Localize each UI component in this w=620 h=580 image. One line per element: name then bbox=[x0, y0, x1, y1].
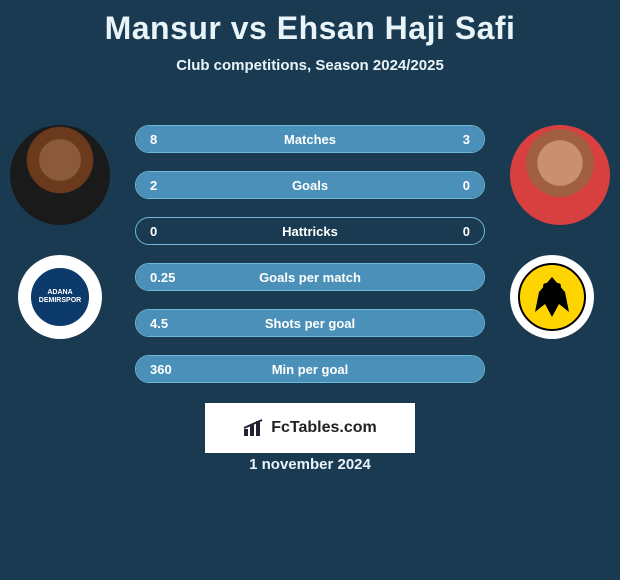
stat-label: Goals per match bbox=[136, 270, 484, 285]
footer-date: 1 november 2024 bbox=[0, 456, 620, 473]
stat-label: Shots per goal bbox=[136, 316, 484, 331]
stat-right-value: 3 bbox=[463, 132, 470, 147]
player-left-photo bbox=[10, 125, 110, 225]
stat-row-shots-per-goal: 4.5 Shots per goal bbox=[135, 309, 485, 337]
club-badge-right bbox=[517, 262, 587, 332]
stats-container: 8 Matches 3 2 Goals 0 0 Hattricks 0 0.25… bbox=[135, 125, 485, 401]
page-title: Mansur vs Ehsan Haji Safi bbox=[0, 0, 620, 47]
player-left-avatar bbox=[10, 125, 110, 225]
stat-row-min-per-goal: 360 Min per goal bbox=[135, 355, 485, 383]
stat-label: Matches bbox=[136, 132, 484, 147]
club-badge-left: ADANA DEMIRSPOR bbox=[28, 265, 92, 329]
stat-label: Min per goal bbox=[136, 362, 484, 377]
stat-row-goals-per-match: 0.25 Goals per match bbox=[135, 263, 485, 291]
aek-eagle-icon bbox=[517, 262, 587, 332]
stat-label: Goals bbox=[136, 178, 484, 193]
stat-row-goals: 2 Goals 0 bbox=[135, 171, 485, 199]
brand-badge: FcTables.com bbox=[205, 403, 415, 453]
brand-logo-icon bbox=[243, 419, 265, 437]
page-subtitle: Club competitions, Season 2024/2025 bbox=[0, 57, 620, 74]
stat-right-value: 0 bbox=[463, 178, 470, 193]
player-right-avatar bbox=[510, 125, 610, 225]
stat-right-value: 0 bbox=[463, 224, 470, 239]
brand-text: FcTables.com bbox=[271, 419, 377, 437]
player-left-club-logo: ADANA DEMIRSPOR bbox=[18, 255, 102, 339]
player-right-photo bbox=[510, 125, 610, 225]
stat-row-matches: 8 Matches 3 bbox=[135, 125, 485, 153]
stat-row-hattricks: 0 Hattricks 0 bbox=[135, 217, 485, 245]
player-right-club-logo bbox=[510, 255, 594, 339]
stat-label: Hattricks bbox=[136, 224, 484, 239]
left-column: ADANA DEMIRSPOR bbox=[10, 125, 110, 339]
right-column bbox=[510, 125, 610, 339]
